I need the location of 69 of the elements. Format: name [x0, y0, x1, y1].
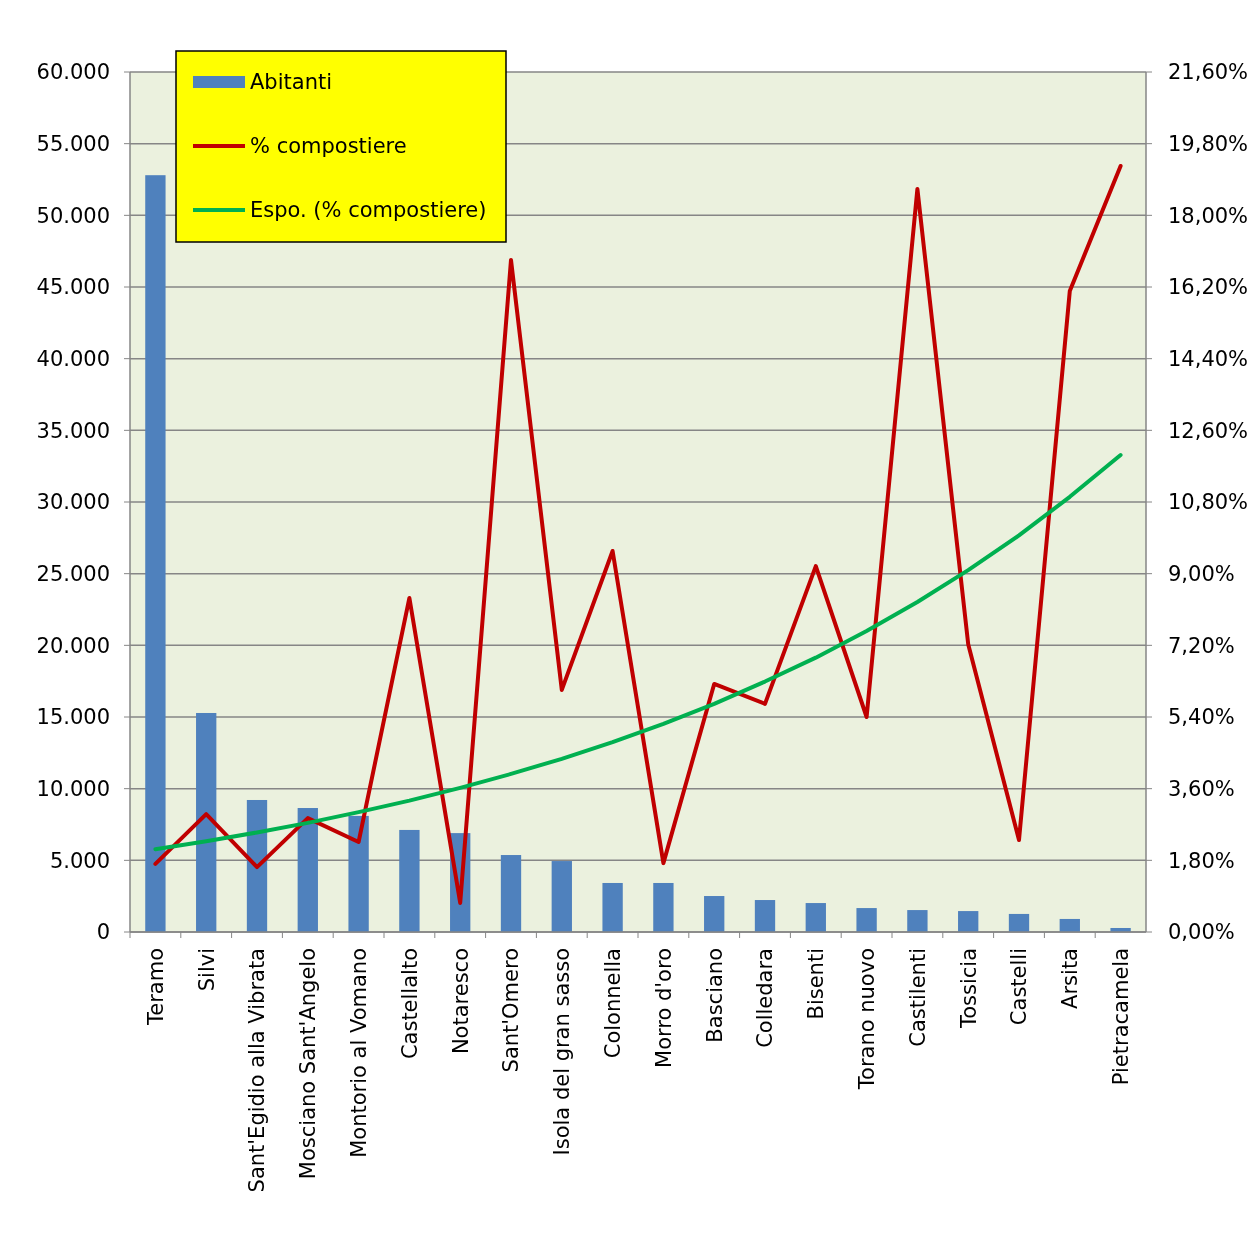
y2-tick-label: 21,60% [1168, 60, 1249, 85]
x-tick-label: Colledara [753, 948, 778, 1048]
y-tick-label: 45.000 [36, 275, 110, 300]
x-tick-label: Morro d'oro [651, 948, 676, 1068]
y-tick-label: 20.000 [36, 633, 110, 658]
x-tick-label: Silvi [194, 948, 219, 992]
bar [704, 896, 725, 932]
bar [1008, 913, 1030, 932]
bar [551, 861, 572, 932]
x-tick-label: Montorio al Vomano [346, 948, 371, 1158]
x-tick-label: Colonnella [600, 948, 625, 1059]
y-tick-label: 60.000 [36, 60, 110, 85]
y-tick-label: 25.000 [36, 562, 110, 587]
y-tick-label: 15.000 [36, 705, 110, 730]
y-tick-label: 55.000 [36, 132, 110, 157]
bar [1059, 918, 1080, 932]
bar [805, 903, 826, 932]
y2-tick-label: 10,80% [1168, 490, 1249, 515]
y2-tick-label: 9,00% [1168, 562, 1235, 587]
y2-tick-label: 12,60% [1168, 418, 1249, 443]
x-tick-label: Pietracamela [1108, 948, 1133, 1086]
y2-tick-label: 16,20% [1168, 275, 1249, 300]
line-series [153, 453, 1123, 852]
x-tick-label: Mosciano Sant'Angelo [296, 948, 321, 1180]
legend-label: % compostiere [250, 134, 407, 159]
y2-tick-label: 14,40% [1168, 347, 1249, 372]
y2-tick-label: 7,20% [1168, 633, 1235, 658]
x-tick-label: Arsita [1058, 948, 1083, 1009]
x-tick-label: Castellalto [397, 948, 422, 1060]
y-tick-label: 40.000 [36, 347, 110, 372]
y2-tick-label: 3,60% [1168, 777, 1235, 802]
bar [246, 799, 268, 932]
bar [196, 712, 217, 932]
x-tick-label: Notaresco [448, 948, 473, 1055]
y2-tick-label: 5,40% [1168, 705, 1235, 730]
bar [958, 911, 979, 932]
y-tick-label: 10.000 [36, 777, 110, 802]
y2-tick-label: 1,80% [1168, 848, 1235, 873]
bar [500, 855, 522, 932]
y-tick-label: 35.000 [36, 418, 110, 443]
line-series [153, 163, 1123, 905]
bar [348, 815, 369, 932]
bar [399, 829, 420, 932]
y-tick-label: 30.000 [36, 490, 110, 515]
y2-tick-label: 0,00% [1168, 920, 1235, 945]
x-tick-label: Tossicia [956, 948, 981, 1030]
bar [856, 908, 877, 932]
x-tick-label: Castilenti [905, 948, 930, 1047]
bar [754, 900, 776, 932]
x-tick-label: Isola del gran sasso [550, 948, 575, 1156]
x-tick-label: Torano nuovo [854, 948, 879, 1091]
bar [297, 808, 318, 932]
x-tick-label: Teramo [143, 948, 168, 1026]
y-tick-label: 0 [96, 920, 110, 945]
bar [602, 882, 623, 932]
x-tick-label: Sant'Omero [499, 948, 524, 1073]
x-tick-label: Basciano [702, 948, 727, 1043]
y-tick-label: 5.000 [49, 848, 110, 873]
bar [653, 882, 674, 932]
x-tick-label: Bisenti [804, 948, 829, 1020]
y-tick-label: 50.000 [36, 203, 110, 228]
bar [907, 910, 928, 932]
x-tick-label: Castelli [1007, 948, 1032, 1026]
legend-label: Abitanti [250, 70, 333, 95]
legend-label: Espo. (% compostiere) [250, 198, 487, 223]
y2-tick-label: 18,00% [1168, 203, 1249, 228]
x-tick-label: Sant'Egidio alla Vibrata [245, 948, 270, 1193]
bar [145, 175, 166, 932]
y2-tick-label: 19,80% [1168, 132, 1249, 157]
